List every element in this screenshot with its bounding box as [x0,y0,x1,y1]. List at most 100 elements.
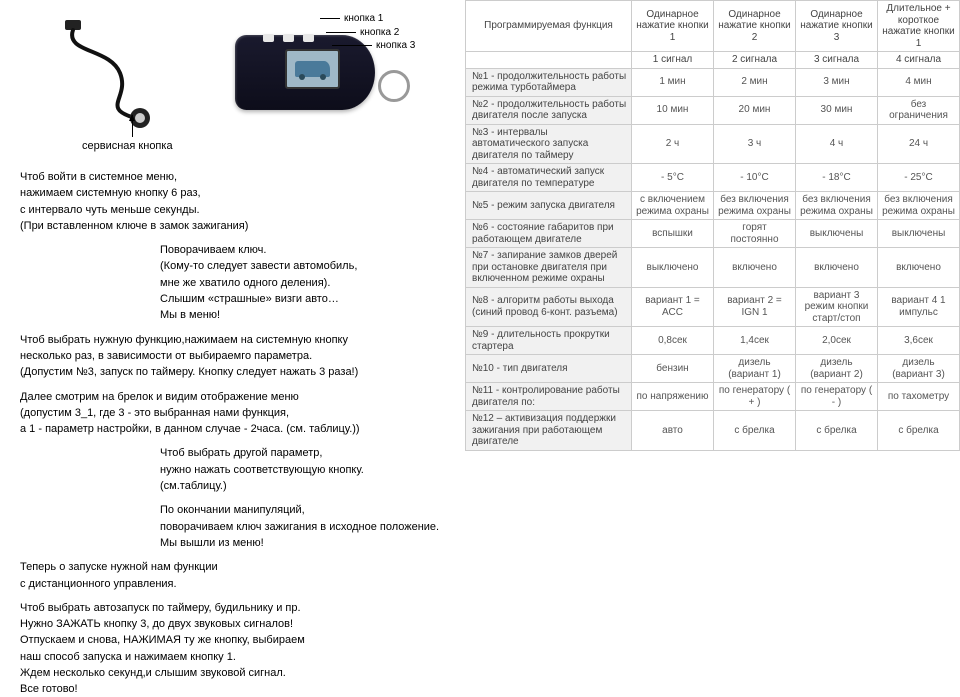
text: Отпускаем и снова, НАЖИМАЯ ту же кнопку,… [20,633,457,647]
cell-value: 2,0сек [796,327,878,355]
cell-value: 20 мин [714,96,796,124]
text: а 1 - параметр нaстройки, в данном случа… [20,422,457,436]
btn1-label: кнопка 1 [344,12,383,26]
cell-value: 4 ч [796,124,878,164]
text: (При вставленном ключе в замок зажигания… [20,219,457,233]
table-body: №1 - продолжительность работы режима тур… [466,68,960,450]
cell-func: №5 - режим запуска двигателя [466,192,632,220]
left-panel: сервисная кнопка кнопка 1 кнопка 2 кнопк… [0,0,465,643]
cell-value: 2 мин [714,68,796,96]
remote-button-1 [263,34,274,42]
cell-value: 3 мин [796,68,878,96]
cell-value: бензин [632,355,714,383]
table-row: №5 - режим запуска двигателяс включением… [466,192,960,220]
cell-value: включено [796,248,878,288]
cell-func: №11 - контролирование работы двигателя п… [466,383,632,411]
cell-value: 1 мин [632,68,714,96]
text: Мы вышли из меню! [160,536,457,550]
cell-value: 3,6сек [878,327,960,355]
cell-func: №1 - продолжительность работы режима тур… [466,68,632,96]
cell-value: 4 мин [878,68,960,96]
cell-value: по напряжению [632,383,714,411]
diagram: сервисная кнопка кнопка 1 кнопка 2 кнопк… [20,10,457,170]
cell-value: без включения режима охраны [714,192,796,220]
cell-value: дизель (вариант 2) [796,355,878,383]
cell-value: вариант 1 = АСС [632,287,714,327]
cell-value: выключены [878,220,960,248]
right-panel: Программируемая функция Одинарное нажати… [465,0,960,643]
cell-value: 24 ч [878,124,960,164]
cell-value: 1,4сек [714,327,796,355]
cell-value: с брелка [714,411,796,451]
cell-func: №6 - состояние габаритов при работающем … [466,220,632,248]
text: Поворачиваем ключ. [160,243,457,257]
cell-value: включено [878,248,960,288]
btn2-label: кнопка 2 [360,26,399,40]
text: с дистанционного управления. [20,577,457,591]
service-button-label: сервисная кнопка [82,140,173,152]
text: несколько раз, в зависимости от выбираем… [20,349,457,363]
cell-value: выключены [796,220,878,248]
cell-func: №4 - автоматический запуск двигателя по … [466,164,632,192]
text: Чтоб войти в системное меню, [20,170,457,184]
cell-value: по генератору ( + ) [714,383,796,411]
cell-value: 30 мин [796,96,878,124]
cell-value: вариант 2 = IGN 1 [714,287,796,327]
table-row: №10 - тип двигателябензин дизель (вариант… [466,355,960,383]
cell-value: - 18°C [796,164,878,192]
cell-value: выключено [632,248,714,288]
btn3-label: кнопка 3 [376,39,415,53]
text: нужно нажать соответствующую кнопку. [160,463,457,477]
text: Все готово! [20,682,457,696]
cell-func: №7 - запирание замков дверей при останов… [466,248,632,288]
car-icon [295,61,330,77]
table-row: №2 - продолжительность работы двигателя … [466,96,960,124]
table-row: №12 – активизация поддержки зажигания пр… [466,411,960,451]
cable-illustration [40,18,160,133]
text: (Кому-то следует завести автомобиль, [160,259,457,273]
th-function: Программируемая функция [466,1,632,52]
function-table: Программируемая функция Одинарное нажати… [465,0,960,451]
button-labels: кнопка 1 кнопка 2 кнопка 3 [320,12,415,53]
text: наш способ запуска и нажимаем кнопку 1. [20,650,457,664]
cell-func: №10 - тип двигателя [466,355,632,383]
cell-value: вариант 4 1 импульс [878,287,960,327]
keyring-icon [378,70,410,102]
cell-value: включено [714,248,796,288]
text: с интервало чуть меньше секунды. [20,203,457,217]
remote-screen [285,49,340,89]
text: Чтоб выбрать нужную функцию,нажимаем на … [20,333,457,347]
table-header-row: Программируемая функция Одинарное нажати… [466,1,960,52]
cell-func: №3 - интервалы автоматического запуска д… [466,124,632,164]
cell-value: горят постоянно [714,220,796,248]
th-empty [466,52,632,69]
table-row: №8 - алгоритм работы выхода (синий прово… [466,287,960,327]
text: Чтоб выбрать автозапуск по таймеру, буди… [20,601,457,615]
cell-value: вариант 3 режим кнопки старт/стоп [796,287,878,327]
table-row: №11 - контролирование работы двигателя п… [466,383,960,411]
cell-value: с брелка [878,411,960,451]
remote-button-3 [303,34,314,42]
th-sig1: 1 сигнал [632,52,714,69]
cell-value: - 5°C [632,164,714,192]
text: Чтоб выбрать другой параметр, [160,446,457,460]
table-row: №9 - длительность прокрутки стартера0,8с… [466,327,960,355]
cell-value: 3 ч [714,124,796,164]
cell-value: авто [632,411,714,451]
cell-value: дизель (вариант 3) [878,355,960,383]
text: Ждем несколько секунд,и слышим звуковой … [20,666,457,680]
text: По окончании манипуляций, [160,503,457,517]
remote-button-2 [283,34,294,42]
cell-func: №12 – активизация поддержки зажигания пр… [466,411,632,451]
table-signal-row: 1 сигнал 2 сигнала 3 сигнала 4 сигнала [466,52,960,69]
text: поворачиваем ключ зажигания в исходное п… [160,520,457,534]
th-sig4: 4 сигнала [878,52,960,69]
th-btn1: Одинарное нажатие кнопки 1 [632,1,714,52]
table-row: №6 - состояние габаритов при работающем … [466,220,960,248]
text: Слышим «страшные» визги авто… [160,292,457,306]
cell-func: №2 - продолжительность работы двигателя … [466,96,632,124]
service-arrow [132,115,133,137]
cell-value: с включением режима охраны [632,192,714,220]
text: Нужно ЗАЖАТЬ кнопку 3, до двух звуковых … [20,617,457,631]
text: нажимаем системную кнопку 6 раз, [20,186,457,200]
